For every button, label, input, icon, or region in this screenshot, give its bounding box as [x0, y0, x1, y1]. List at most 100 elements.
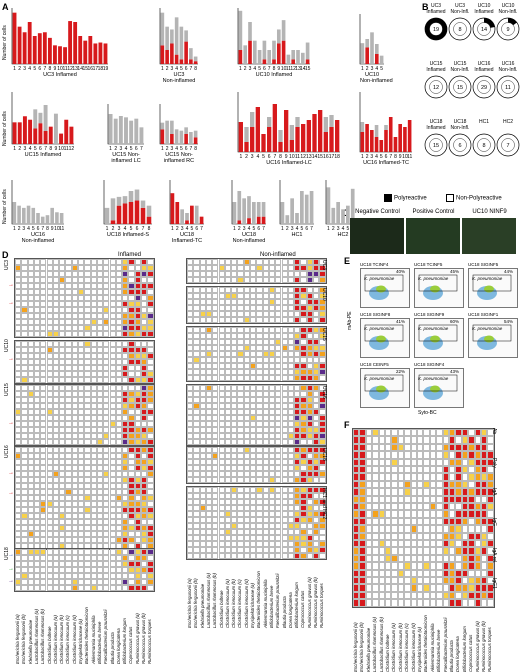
tick-label: 8	[46, 226, 49, 232]
tick-label: 8	[194, 146, 197, 152]
tick-label: 13	[295, 66, 301, 72]
heatmap-cell	[134, 359, 141, 365]
heatmap-cell	[40, 265, 47, 271]
heatmap-cell	[59, 331, 66, 337]
tick-label: 3	[118, 226, 121, 232]
heatmap-cell	[134, 259, 141, 265]
arrow-icon: →	[8, 490, 14, 496]
flow-plot	[360, 268, 410, 308]
bar-polyreactive	[160, 129, 165, 144]
heatmap-cell	[15, 259, 22, 265]
bar-nonpolyreactive	[379, 55, 384, 64]
bacteria-label: Clostridium bolteae	[218, 590, 224, 628]
tick-label: 5	[258, 66, 261, 72]
heatmap-cell	[103, 313, 110, 319]
heatmap-cell	[147, 585, 154, 591]
heatmap-cell	[134, 289, 141, 295]
flow-plot	[414, 368, 464, 408]
heatmap-cell	[15, 295, 22, 301]
heatmap-cell	[21, 365, 28, 371]
bar-polyreactive	[179, 59, 184, 64]
bar-nonpolyreactive	[184, 127, 188, 134]
heatmap-cell	[109, 259, 116, 265]
bar-nonpolyreactive	[129, 120, 134, 144]
heatmap-cell	[27, 259, 34, 265]
pie-chart: 6	[448, 133, 472, 157]
flow-organism: K. pneumoniae	[364, 326, 395, 331]
heatmap-cell	[65, 341, 72, 347]
tick-label: 9	[277, 66, 280, 72]
heatmap-cell	[122, 325, 129, 331]
bar-nonpolyreactive	[267, 50, 272, 64]
heatmap-cell	[33, 259, 41, 265]
heatmap-cell	[90, 265, 97, 271]
heatmap-cell	[52, 289, 60, 295]
bar-polyreactive	[193, 61, 198, 64]
heatmap-cell	[147, 347, 154, 353]
flow-plot	[360, 318, 410, 358]
heatmap-cell	[90, 295, 97, 301]
heatmap-cell	[90, 271, 97, 277]
heatmap-cell	[40, 307, 47, 313]
heatmap-cell	[40, 277, 47, 283]
heatmap-cell	[52, 259, 60, 265]
heatmap-cell	[128, 313, 135, 319]
heatmap-cell	[96, 313, 104, 319]
bar-polyreactive	[17, 26, 22, 65]
heatmap-cell	[96, 265, 104, 271]
pie-chart: 15	[448, 75, 472, 99]
heatmap-cell	[319, 553, 326, 559]
heatmap-cell	[128, 289, 135, 295]
pie-label: UC15 Non-Infl.	[450, 61, 470, 73]
bar-polyreactive	[374, 54, 379, 64]
heatmap-cell	[103, 265, 110, 271]
bar-nonpolyreactive	[134, 189, 140, 201]
heatmap-cell	[27, 289, 34, 295]
pie-hole	[429, 80, 443, 94]
micrograph-negative-control	[350, 218, 404, 254]
heatmap-cell	[78, 341, 85, 347]
heatmap-cell	[147, 353, 154, 359]
chart-title: UC3 Inflamed	[43, 72, 77, 78]
bacteria-label: Bifidobacterium longum	[122, 618, 128, 664]
heatmap-cell	[141, 331, 148, 337]
heatmap-cell	[52, 301, 60, 307]
heatmap-cell	[33, 277, 41, 283]
tick-label: 7	[41, 226, 44, 232]
heatmap-cell	[21, 307, 28, 313]
heatmap-cell	[33, 347, 41, 353]
tick-label: 5	[380, 66, 383, 72]
pie-chart: 8	[448, 17, 472, 41]
flow-plot-title: UC18 CEINF5	[360, 362, 389, 367]
heatmap-cell	[84, 283, 91, 289]
bacteria-label: Lactobacillus rhamnosus (a)	[33, 609, 39, 664]
bar-nonpolyreactive	[244, 127, 249, 142]
bar-nonpolyreactive	[38, 112, 43, 124]
heatmap-cell	[90, 331, 97, 337]
heatmap-cell	[65, 313, 72, 319]
heatmap-cell	[141, 259, 148, 265]
tick-label: 4	[175, 146, 178, 152]
heatmap-cell	[52, 277, 60, 283]
heatmap-cell	[15, 359, 22, 365]
heatmap-cell	[141, 283, 148, 289]
heatmap-cell	[96, 307, 104, 313]
heatmap-left-uc3	[14, 258, 155, 338]
heatmap-cell	[78, 347, 85, 353]
bar-polyreactive	[185, 220, 189, 224]
heatmap-cell	[109, 277, 116, 283]
tick-label: 3	[22, 226, 25, 232]
chart-title: UC16 Inflamed-LC	[266, 160, 312, 166]
tick-label: 11	[407, 154, 412, 160]
bacteria-label: Clostridium innocuum (b)	[231, 579, 237, 628]
heatmap-cell	[65, 347, 72, 353]
tick-label: 4	[186, 226, 189, 232]
bacteria-label: Clostridium innocuum (d)	[71, 615, 77, 664]
flow-plot-title: UC18 TCINF5	[414, 262, 443, 267]
tick-label: 7	[200, 226, 203, 232]
bar-nonpolyreactive	[252, 202, 256, 224]
pie-hole	[477, 138, 491, 152]
bar-nonpolyreactive	[31, 207, 36, 224]
heatmap-cell	[65, 289, 72, 295]
tick-label: 5	[180, 146, 183, 152]
